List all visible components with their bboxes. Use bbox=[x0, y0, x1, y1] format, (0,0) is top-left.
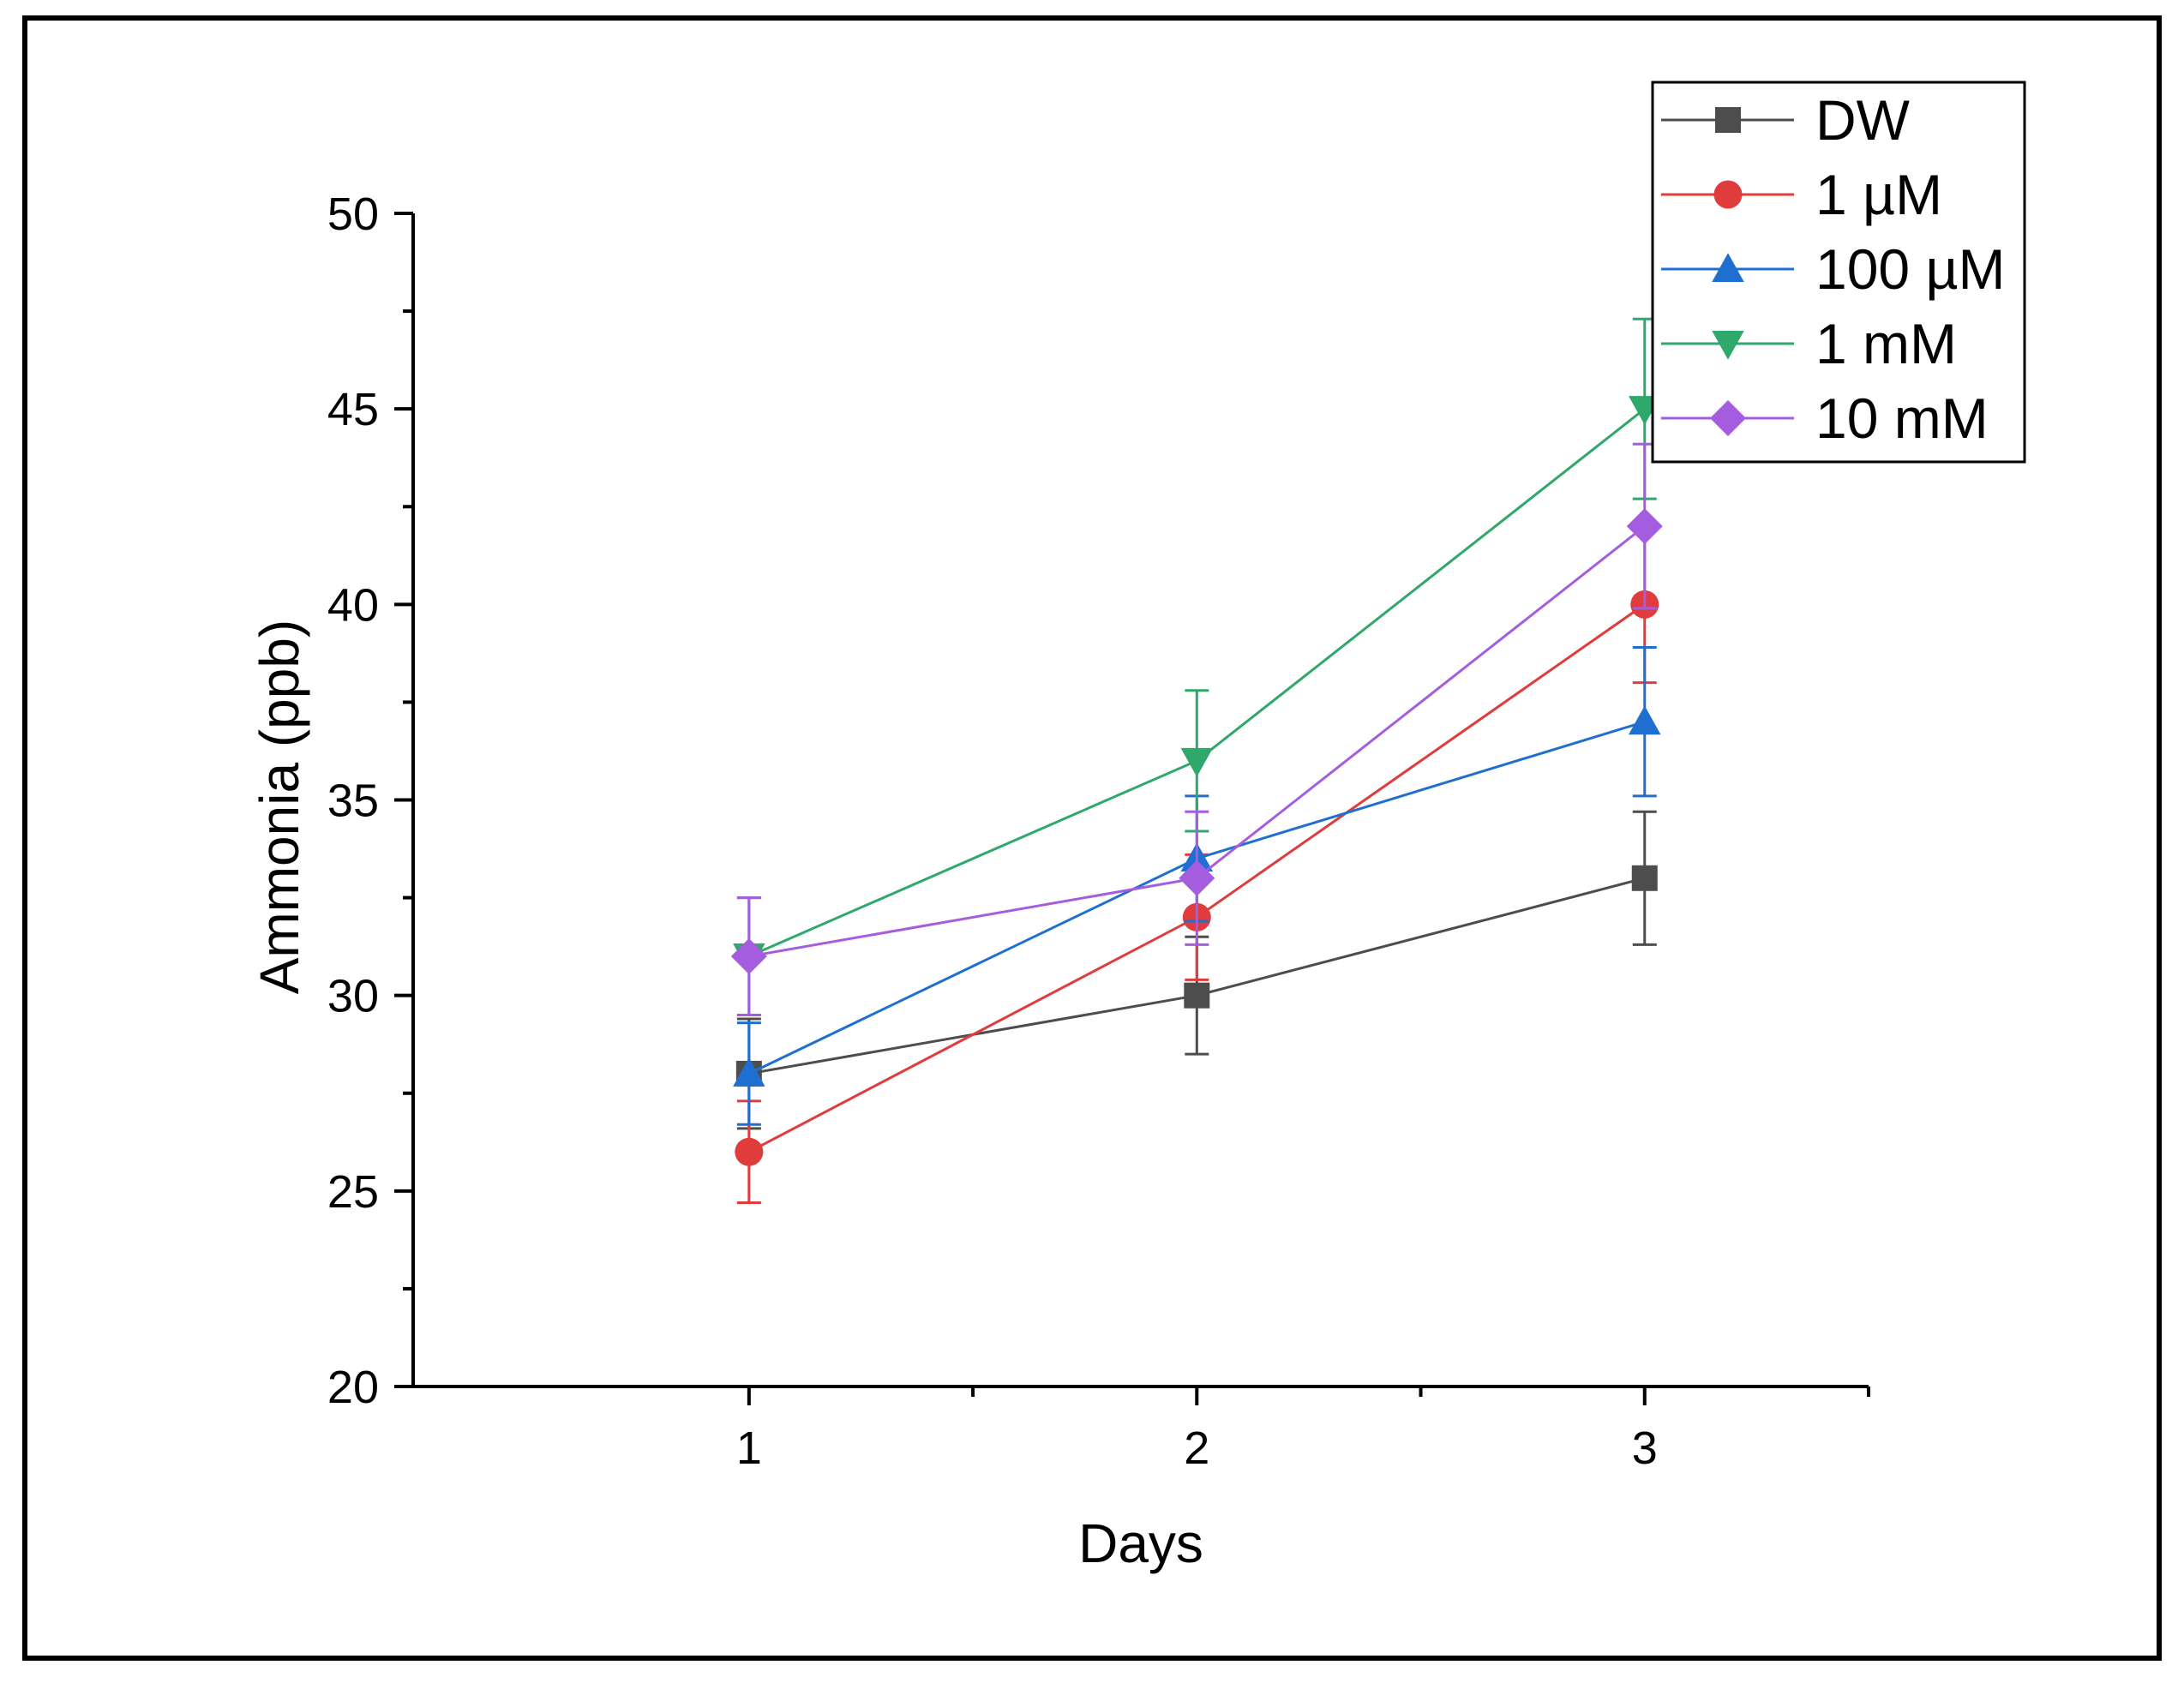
x-axis-title: Days bbox=[1078, 1512, 1203, 1574]
data-point bbox=[1631, 865, 1658, 891]
data-point bbox=[1180, 747, 1214, 777]
legend-label: DW bbox=[1815, 88, 1911, 152]
series-layer bbox=[730, 317, 1663, 1205]
legend-label: 1 µM bbox=[1815, 163, 1942, 226]
data-point bbox=[730, 938, 767, 975]
data-point bbox=[1629, 705, 1661, 735]
legend-marker bbox=[1713, 180, 1743, 209]
data-point bbox=[1626, 508, 1663, 545]
legend-marker bbox=[1712, 253, 1744, 282]
data-point bbox=[1179, 859, 1215, 896]
chart-frame: 20 25 30 35 40 45 50 1 2 3 Days Ammonia (ppb) DW 1… bbox=[22, 15, 2162, 1661]
legend-label: 100 µM bbox=[1815, 237, 2005, 301]
x-tick-label: 3 bbox=[1632, 1422, 1658, 1474]
data-point bbox=[733, 1057, 765, 1087]
y-tick-label: 35 bbox=[327, 776, 379, 827]
legend-marker bbox=[1710, 400, 1746, 436]
y-tick-label: 45 bbox=[327, 384, 379, 435]
line-chart: 20 25 30 35 40 45 50 1 2 3 Days Ammonia (ppb) DW 1… bbox=[249, 81, 2026, 1574]
x-tick-label: 2 bbox=[1184, 1422, 1209, 1474]
legend: DW 1 µM 100 µM 1 mM 10 mM bbox=[1651, 81, 2026, 464]
series-4 bbox=[730, 442, 1663, 1016]
y-tick-label: 40 bbox=[327, 579, 379, 631]
legend-label: 10 mM bbox=[1815, 386, 1989, 450]
y-axis-title: Ammonia (ppb) bbox=[249, 620, 310, 995]
legend-marker bbox=[1715, 107, 1741, 133]
data-point bbox=[735, 1137, 764, 1166]
axes: 20 25 30 35 40 45 50 1 2 3 bbox=[327, 189, 1870, 1474]
y-tick-label: 50 bbox=[327, 189, 379, 240]
y-tick-label: 30 bbox=[327, 971, 379, 1022]
legend-marker bbox=[1712, 331, 1744, 360]
y-tick-label: 20 bbox=[327, 1362, 379, 1413]
legend-box bbox=[1651, 81, 2026, 464]
x-tick-label: 1 bbox=[736, 1422, 762, 1474]
y-tick-label: 25 bbox=[327, 1166, 379, 1218]
data-point bbox=[1184, 982, 1210, 1009]
legend-label: 1 mM bbox=[1815, 312, 1957, 375]
